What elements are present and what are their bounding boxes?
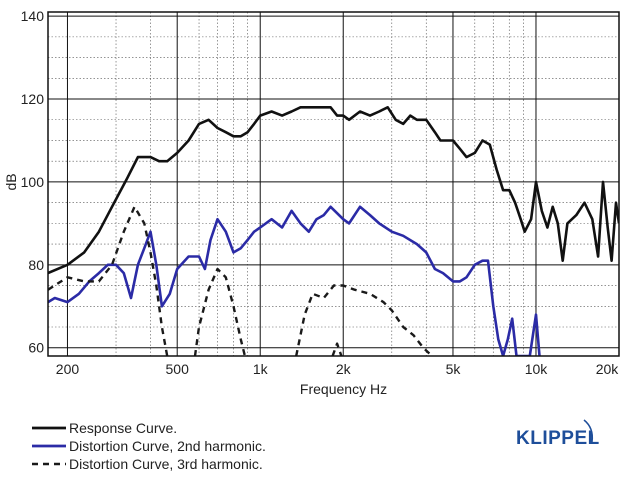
klippel-logo: KLIPPEL [516,428,600,449]
logo-arc-icon [583,419,594,443]
series-line-2 [48,205,541,356]
legend-label: Distortion Curve, 2nd harmonic. [69,438,266,454]
x-tick-labels: 200 500 1k 2k 5k 10k 20k [56,361,619,377]
series-line-1 [48,106,619,275]
x-tick-label: 1k [253,361,269,377]
x-axis-label: Frequency Hz [300,381,387,397]
x-tick-label: 2k [336,361,352,377]
series-layer [48,106,619,356]
y-tick-label: 140 [21,8,45,24]
plot-frame [47,11,620,357]
y-tick-labels: 60 80 100 120 140 [21,8,45,356]
x-tick-label: 200 [56,361,80,377]
series-line-6 [331,342,343,356]
x-tick-label: 10k [525,361,549,377]
x-tick-label: 5k [446,361,462,377]
series-line-3 [48,205,169,356]
y-tick-label: 80 [28,257,44,273]
series-line-5 [295,284,433,356]
y-tick-label: 60 [28,340,44,356]
series-line-4 [193,267,247,356]
x-tick-label: 500 [166,361,190,377]
legend-label: Response Curve. [69,420,177,436]
major-grid [48,12,619,356]
minor-grid [48,12,619,356]
y-tick-label: 120 [21,91,45,107]
legend-label: Distortion Curve, 3rd harmonic. [69,456,263,472]
x-tick-label: 20k [596,361,620,377]
y-axis-label: dB [3,173,19,190]
y-tick-label: 100 [21,174,45,190]
legend: Response Curve. Distortion Curve, 2nd har… [32,420,266,472]
